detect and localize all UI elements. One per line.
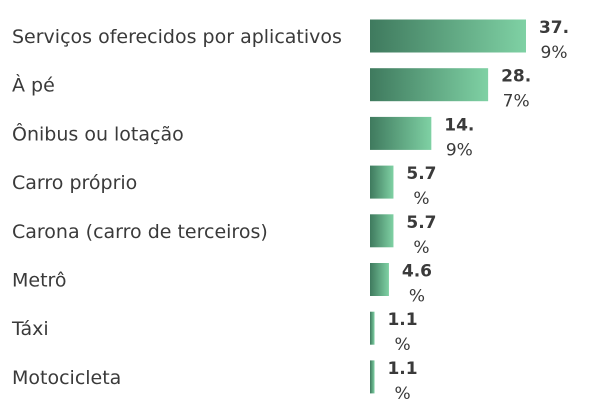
bar-4 [370,214,394,248]
category-label-0: Serviços oferecidos por aplicativos [12,26,342,48]
value-label-number: 1.1 [387,310,417,330]
category-label-3: Carro próprio [12,172,137,194]
value-label-percent: % [409,287,425,307]
value-label-1: 28. 7% [501,67,531,112]
value-labels-group: 37. 9%28. 7%14. 9%5.7 %5.7 %4.6 %1.1 %1.1% [387,18,569,404]
value-label-percent: 9% [541,43,568,63]
value-label-6: 1.1% [387,310,417,355]
bar-2 [370,116,432,150]
category-label-1: À pé [12,74,55,97]
value-label-number: 4.6 [402,262,432,282]
value-label-number: 14. [444,115,474,135]
value-label-7: 1.1% [387,359,417,404]
bar-0 [370,19,526,53]
value-label-2: 14. 9% [444,115,474,160]
bars-group [370,19,526,394]
value-label-percent: % [394,335,410,355]
value-label-number: 28. [501,67,531,87]
value-label-number: 1.1 [387,359,417,379]
category-label-7: Motocicleta [12,367,121,389]
category-label-2: Ônibus ou lotação [12,121,184,145]
value-label-percent: % [413,238,429,258]
value-label-5: 4.6% [402,262,432,307]
category-label-4: Carona (carro de terceiros) [12,221,268,243]
category-labels-group: Serviços oferecidos por aplicativos À pé Ô… [11,26,342,389]
value-label-0: 37. 9% [539,18,569,63]
value-label-percent: % [394,384,410,404]
value-label-percent: 9% [446,140,473,160]
value-label-percent: 7% [503,92,530,112]
value-label-number: 5.7 [406,213,436,233]
value-label-number: 5.7 [406,164,436,184]
value-label-4: 5.7% [406,213,436,258]
bar-6 [370,311,375,345]
value-label-number: 37. [539,18,569,38]
bar-3 [370,165,394,199]
category-label-5: Metrô [12,270,67,292]
category-label-6: Táxi [11,318,49,340]
bar-7 [370,360,375,394]
bar-1 [370,68,489,102]
value-label-3: 5.7% [406,164,436,209]
bar-5 [370,263,389,296]
value-label-percent: % [413,189,429,209]
